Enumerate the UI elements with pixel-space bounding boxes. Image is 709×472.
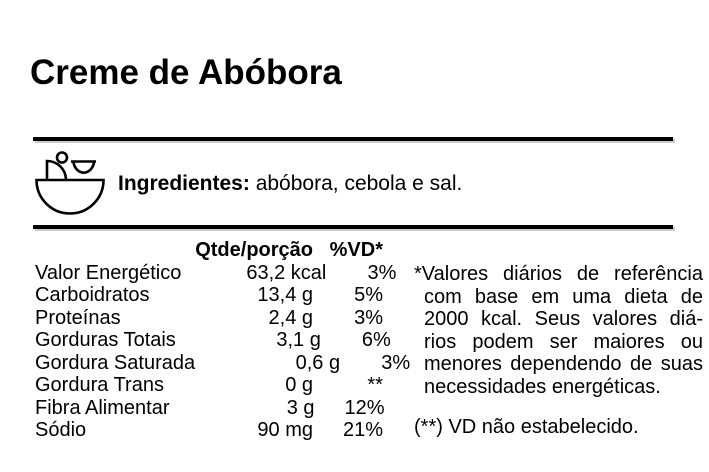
nutrient-vd: 21% <box>342 419 383 441</box>
nutrient-name: Sódio <box>35 419 87 441</box>
nutrient-vd: ** <box>367 374 383 396</box>
nutrient-vd: 3% <box>354 306 383 329</box>
table-row-gordura-saturada: Gordura Saturada 0,6 g 3% <box>35 351 410 375</box>
table-row-fibra-alimentar: Fibra Alimentar 3 g 12% <box>35 396 385 420</box>
vd-not-established-note: (**) VD não estabelecido. <box>414 416 639 438</box>
soup-bowl-icon <box>35 151 105 215</box>
nutrient-vd: 3% <box>381 351 411 374</box>
nutrient-qty: 90 mg <box>257 419 313 441</box>
nutrient-qty: 0,6 g <box>295 351 341 374</box>
table-header-row: Qtde/porção %VD* <box>35 239 383 262</box>
small-cup-shape <box>72 162 96 174</box>
bubble-shape <box>55 151 69 164</box>
table-row-gorduras-totais: Gorduras Totais 3,1 g 6% <box>35 329 391 352</box>
table-row-energia: Valor Energético 63,2 kcal 3% <box>35 261 396 285</box>
nutrient-qty: 3 g <box>286 396 315 419</box>
nutrient-qty: 2,4 g <box>268 306 313 329</box>
nutrient-name: Carboidratos <box>35 284 150 306</box>
bowl-shape <box>35 178 105 215</box>
nutrient-name: Proteínas <box>35 306 121 329</box>
product-title: Creme de Abóbora <box>30 53 342 92</box>
nutrient-vd: 3% <box>367 261 397 284</box>
daily-value-footnote: *Valores diários de referência com base … <box>413 263 703 439</box>
nutrient-name: Fibra Alimentar <box>35 396 170 419</box>
nutrient-name: Gorduras Totais <box>35 329 176 351</box>
header-spacer <box>35 239 168 262</box>
table-row-proteinas: Proteínas 2,4 g 3% <box>35 307 383 330</box>
nutrient-qty: 13,4 g <box>257 284 313 306</box>
divider-top <box>33 137 673 141</box>
header-percent-dv: %VD* <box>329 239 383 261</box>
footnote-gap <box>413 398 703 416</box>
divider-middle <box>33 225 673 229</box>
fin-shape <box>45 159 68 180</box>
footnote-line: menores dependendo de suas <box>424 353 703 375</box>
table-row-gordura-trans: Gordura Trans 0 g ** <box>35 374 383 397</box>
nutrient-qty: 0 g <box>285 374 313 396</box>
ingredients-label: Ingredientes: <box>118 172 250 195</box>
footnote-line: com base em uma dieta de <box>424 285 703 308</box>
nutrient-qty: 3,1 g <box>276 329 321 351</box>
nutrient-name: Valor Energético <box>35 261 182 284</box>
nutrient-qty: 63,2 kcal <box>246 261 327 284</box>
footnote-line: rios podem ser maiores ou <box>424 330 703 353</box>
nutrition-table: Qtde/porção %VD* Valor Energético 63,2 k… <box>35 239 410 442</box>
table-row-carboidratos: Carboidratos 13,4 g 5% <box>35 284 383 307</box>
header-qty-per-serving: Qtde/porção <box>195 239 313 261</box>
nutrient-vd: 5% <box>354 284 383 306</box>
footnote-line: necessidades energéticas. <box>424 375 661 398</box>
nutrient-vd: 12% <box>344 396 385 419</box>
footnote-line: *Valores diários de referência <box>414 263 703 285</box>
footnote-line: 2000 kcal. Seus valores diá- <box>424 308 703 330</box>
nutrient-name: Gordura Saturada <box>35 351 196 374</box>
nutrient-vd: 6% <box>361 329 391 351</box>
nutrient-name: Gordura Trans <box>35 374 164 396</box>
table-row-sodio: Sódio 90 mg 21% <box>35 419 383 442</box>
ingredients-line: Ingredientes: abóbora, cebola e sal. <box>118 172 462 196</box>
ingredients-value: abóbora, cebola e sal. <box>255 172 463 195</box>
